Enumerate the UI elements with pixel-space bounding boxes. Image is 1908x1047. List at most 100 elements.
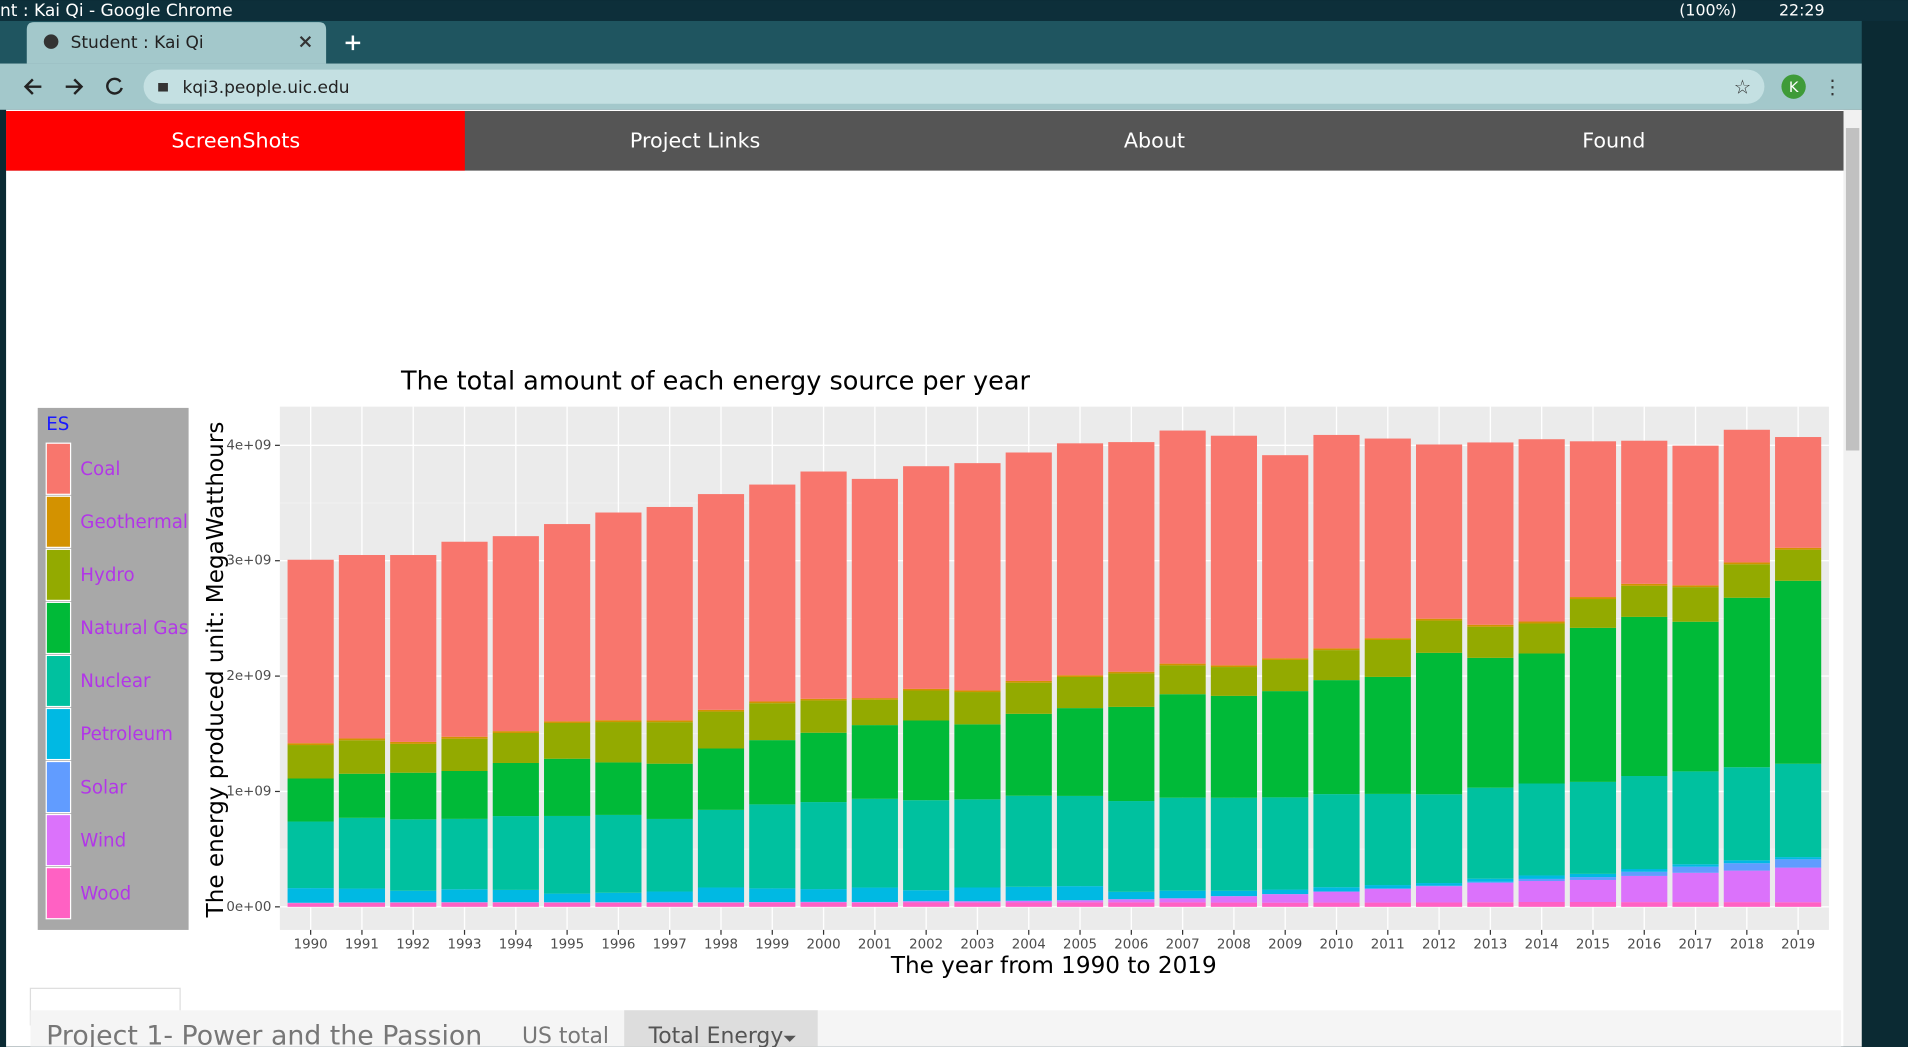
bar-segment <box>287 903 334 907</box>
bar-segment <box>1313 650 1360 681</box>
bar-segment <box>1518 902 1565 907</box>
bar-segment <box>441 902 488 907</box>
bar-segment <box>338 740 386 774</box>
bar-segment <box>287 559 334 744</box>
footer-tab[interactable]: Total Energy <box>648 1024 784 1047</box>
bar-segment <box>1005 886 1052 901</box>
bar-segment <box>544 721 591 723</box>
bar-segment <box>851 902 898 907</box>
bar-segment <box>441 736 488 739</box>
tab-close[interactable] <box>299 35 312 48</box>
bar-segment <box>903 690 950 721</box>
bar-segment <box>1467 902 1514 907</box>
legend-key <box>45 654 72 708</box>
bar-segment <box>1056 676 1104 709</box>
bar-segment <box>697 902 745 907</box>
bar-segment <box>1416 886 1463 903</box>
bar-segment <box>954 463 1001 691</box>
bar-segment <box>1364 676 1411 794</box>
bar-segment <box>1569 599 1617 628</box>
bar-segment <box>851 902 898 903</box>
new-tab[interactable] <box>345 35 361 51</box>
bookmark-star[interactable]: ☆ <box>1734 75 1751 98</box>
nav-item[interactable]: ScreenShots <box>171 128 300 152</box>
bar-segment <box>1416 794 1463 884</box>
x-tick-label: 2017 <box>1679 938 1713 953</box>
bar-segment <box>1262 902 1309 907</box>
x-tick-label: 2004 <box>1012 938 1046 953</box>
bar-segment <box>1056 443 1104 676</box>
footer-tab[interactable]: US total <box>522 1024 609 1047</box>
bar-segment <box>1569 902 1617 907</box>
legend-label: Hydro <box>80 565 134 586</box>
x-tick-label: 2003 <box>960 938 994 953</box>
bar-segment <box>1621 440 1668 584</box>
x-tick-label: 2007 <box>1166 938 1200 953</box>
bar-segment <box>1210 902 1257 907</box>
bar-segment <box>1364 902 1411 907</box>
bar-segment <box>390 555 437 742</box>
bar-segment <box>1364 640 1411 677</box>
bar-segment <box>1775 763 1822 858</box>
bar-segment <box>1159 694 1206 798</box>
nav-item[interactable]: Found <box>1582 128 1645 152</box>
bar-segment <box>1262 691 1309 798</box>
forward-button[interactable] <box>65 78 84 95</box>
back-button[interactable] <box>23 78 42 95</box>
bar-segment <box>390 772 437 820</box>
bar-segment <box>595 512 642 721</box>
bar-segment <box>851 798 898 888</box>
legend-key <box>45 867 72 920</box>
bar-segment <box>646 818 693 892</box>
bar-segment <box>954 901 1001 903</box>
bar-segment <box>749 484 796 702</box>
bar-segment <box>1313 902 1360 907</box>
bar-segment <box>287 743 334 746</box>
footer-title: Project 1- Power and the Passion <box>46 1021 482 1047</box>
bar-segment <box>1108 899 1155 903</box>
battery: (100%) <box>1679 1 1737 20</box>
address-bar[interactable] <box>143 69 1765 104</box>
nav-item[interactable]: Project Links <box>630 128 760 152</box>
bar-segment <box>800 901 847 903</box>
bar-segment <box>1672 872 1719 903</box>
bar-segment <box>1672 445 1719 586</box>
bar-segment <box>1672 866 1719 873</box>
bar-segment <box>1416 902 1463 907</box>
bar-segment <box>338 888 386 903</box>
bar-segment <box>1621 616 1668 777</box>
bar-segment <box>1108 442 1155 672</box>
bar-segment <box>1210 665 1257 668</box>
bar-segment <box>697 748 745 810</box>
bar-segment <box>1672 902 1719 907</box>
bar-segment <box>800 471 847 699</box>
bar-segment <box>1416 652 1463 795</box>
bar-segment <box>544 893 591 903</box>
bar-segment <box>390 890 437 903</box>
bar-segment <box>1005 680 1052 683</box>
scroll-thumb[interactable] <box>1845 128 1860 451</box>
bar-segment <box>646 902 693 907</box>
bar-segment <box>1518 623 1565 654</box>
bar-segment <box>1723 902 1770 907</box>
bar-segment <box>903 890 950 902</box>
bar-segment <box>338 902 386 907</box>
chart: The total amount of each energy source p… <box>37 366 1829 979</box>
bar-segment <box>1467 442 1514 625</box>
nav-item[interactable]: About <box>1124 128 1185 152</box>
profile[interactable] <box>1781 74 1806 99</box>
bar-segment <box>1159 902 1206 907</box>
bar-segment <box>441 541 488 737</box>
bar-segment <box>287 778 334 822</box>
bar-segment <box>1621 585 1668 617</box>
bar-segment <box>595 722 642 763</box>
active-tab[interactable] <box>26 22 327 64</box>
bar-segment <box>1005 902 1052 907</box>
window-title: nt : Kai Qi - Google Chrome <box>0 1 233 21</box>
menu[interactable]: ⋮ <box>1823 75 1842 98</box>
reload-button[interactable] <box>106 77 123 95</box>
bar-segment <box>1723 597 1770 768</box>
dropdown[interactable] <box>624 1010 818 1047</box>
legend-key <box>45 760 72 814</box>
bar-segment <box>1723 564 1770 598</box>
